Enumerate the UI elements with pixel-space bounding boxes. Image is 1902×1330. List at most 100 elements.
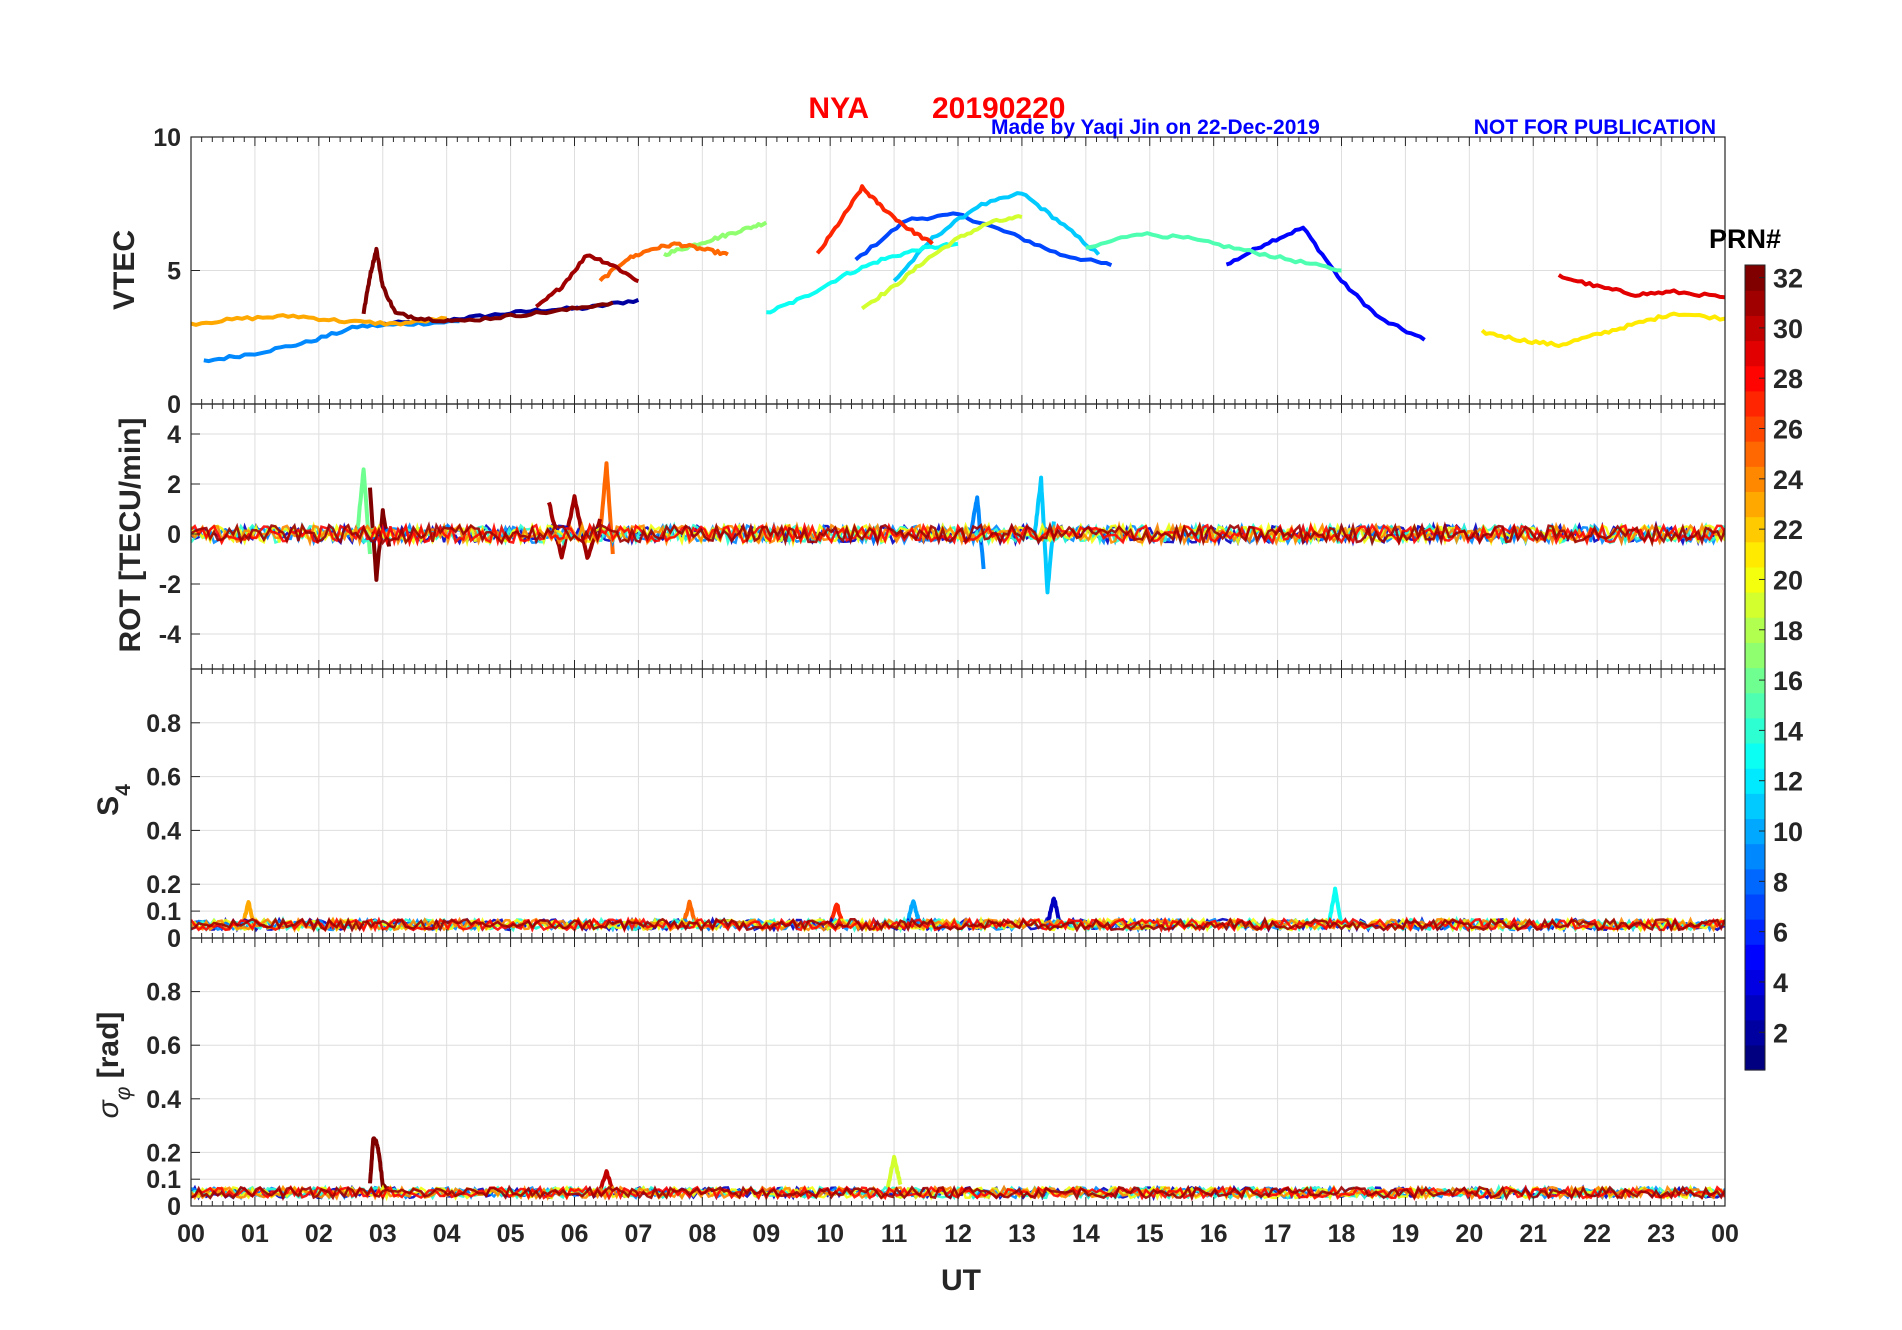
y-tick-label: 0.8 <box>146 710 181 738</box>
x-tick-label: 08 <box>688 1220 716 1248</box>
colorbar-segment <box>1745 491 1765 518</box>
colorbar-segment <box>1745 994 1765 1021</box>
colorbar-tick-label: 24 <box>1773 465 1803 495</box>
y-tick-label: 4 <box>167 421 181 449</box>
y-tick-label: 0.6 <box>146 764 181 792</box>
x-tick-label: 00 <box>177 1220 205 1248</box>
title-station: NYA <box>808 92 869 125</box>
colorbar-tick-label: 32 <box>1773 264 1803 294</box>
colorbar-segment <box>1745 516 1765 543</box>
y-tick-label: 0 <box>167 1193 181 1221</box>
colorbar-tick-label: 2 <box>1773 1018 1788 1048</box>
ylabel-rot: ROT [TECU/min] <box>114 418 147 653</box>
ylabel-sigma-phi: σφ [rad] <box>92 1012 135 1119</box>
y-tick-label: 0 <box>167 925 181 953</box>
series-line-prn-27 <box>828 902 845 927</box>
y-tick-label: 0.4 <box>146 817 181 845</box>
x-tick-label: 06 <box>561 1220 589 1248</box>
colorbar-tick-label: 26 <box>1773 415 1803 445</box>
x-tick-label: 02 <box>305 1220 333 1248</box>
series-line-prn-25 <box>598 241 729 283</box>
colorbar-segment <box>1745 969 1765 996</box>
series-line-prn-9 <box>203 319 460 364</box>
x-tick-label: 19 <box>1392 1220 1420 1248</box>
noise-trace-prn-31 <box>191 521 1725 548</box>
colorbar-segment <box>1745 315 1765 342</box>
colorbar-segment <box>1745 1019 1765 1046</box>
y-tick-label: 2 <box>167 471 181 499</box>
series-line-prn-19 <box>860 214 1023 311</box>
colorbar-segment <box>1745 717 1765 744</box>
colorbar-tick-label: 28 <box>1773 364 1803 394</box>
colorbar-tick-label: 6 <box>1773 918 1788 948</box>
panel-sigma-phi: 00.10.2 0.4 0.6 0.8 00 01 02 03 04 05 06 07 08 09 10 11… <box>146 937 1739 1248</box>
series-line-prn-23 <box>191 313 448 327</box>
colorbar-segment <box>1745 441 1765 467</box>
colorbar-segment <box>1745 642 1765 669</box>
colorbar-segment <box>1745 944 1765 970</box>
colorbar-segment <box>1745 667 1765 694</box>
series-line-prn-25 <box>681 899 698 925</box>
y-tick-label: 5 <box>167 258 181 286</box>
colorbar-segment <box>1745 340 1765 367</box>
colorbar-tick-label: 14 <box>1773 716 1803 746</box>
colorbar-segment <box>1745 566 1765 593</box>
xlabel-ut: UT <box>941 1264 981 1297</box>
colorbar-segment <box>1745 742 1765 769</box>
colorbar-segment <box>1745 818 1765 845</box>
colorbar-segment <box>1745 843 1765 870</box>
colorbar-segment <box>1745 592 1765 618</box>
x-tick-label: 23 <box>1647 1220 1675 1248</box>
series-line-prn-29 <box>1557 273 1725 300</box>
colorbar-segment <box>1745 617 1765 643</box>
colorbar-segment <box>1745 466 1765 493</box>
colorbar-segment <box>1745 793 1765 820</box>
colorbar-segment <box>1745 265 1765 291</box>
ylabel-vtec: VTEC <box>108 230 141 310</box>
series-line-prn-3 <box>1045 896 1063 926</box>
x-tick-label: 21 <box>1519 1220 1547 1248</box>
series-line-prn-27 <box>815 184 934 255</box>
colorbar-tick-label: 30 <box>1773 314 1803 344</box>
colorbar-segment <box>1745 768 1765 794</box>
x-tick-label: 03 <box>369 1220 397 1248</box>
y-tick-label: -4 <box>159 621 181 649</box>
x-tick-label: 11 <box>881 1220 908 1248</box>
series-line-prn-30 <box>598 1169 615 1191</box>
y-tick-label: 0.6 <box>146 1032 181 1060</box>
series-line-prn-32 <box>368 1136 391 1192</box>
y-tick-label: 0.4 <box>146 1086 181 1114</box>
y-tick-label: 10 <box>153 124 181 152</box>
series-line-prn-21 <box>1480 311 1725 349</box>
colorbar-title: PRN# <box>1709 224 1781 254</box>
series-line-prn-10 <box>905 899 922 926</box>
series-group-rot <box>191 461 1725 595</box>
x-tick-label: 07 <box>625 1220 653 1248</box>
colorbar-segment <box>1745 893 1765 920</box>
y-tick-label: 0.1 <box>146 898 181 926</box>
colorbar-tick-label: 12 <box>1773 767 1803 797</box>
series-line-prn-31 <box>534 253 640 309</box>
colorbar-tick-label: 16 <box>1773 666 1803 696</box>
y-tick-label: 0.1 <box>146 1166 181 1194</box>
colorbar-tick-label: 18 <box>1773 616 1803 646</box>
x-tick-label: 15 <box>1136 1220 1164 1248</box>
y-tick-label: 0.8 <box>146 979 181 1007</box>
x-tick-label: 12 <box>944 1220 972 1248</box>
x-tick-label: 17 <box>1264 1220 1292 1248</box>
colorbar-segment <box>1745 692 1765 719</box>
colorbar-segment <box>1745 541 1765 568</box>
x-tick-label: 05 <box>497 1220 525 1248</box>
x-tick-label: 16 <box>1200 1220 1228 1248</box>
series-line-prn-32 <box>361 246 614 324</box>
x-tick-label: 01 <box>241 1220 269 1248</box>
x-tick-label: 20 <box>1455 1220 1483 1248</box>
x-tick-label: 04 <box>433 1220 461 1248</box>
colorbar-segment <box>1745 1044 1765 1071</box>
title-notice: NOT FOR PUBLICATION <box>1474 116 1716 139</box>
colorbar-segment <box>1745 365 1765 392</box>
colorbar-tick-label: 8 <box>1773 867 1788 897</box>
